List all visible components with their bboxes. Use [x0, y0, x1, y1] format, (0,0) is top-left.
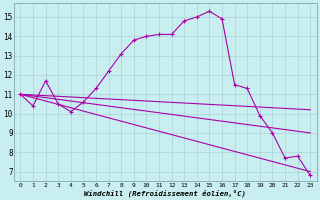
X-axis label: Windchill (Refroidissement éolien,°C): Windchill (Refroidissement éolien,°C) — [84, 189, 246, 197]
